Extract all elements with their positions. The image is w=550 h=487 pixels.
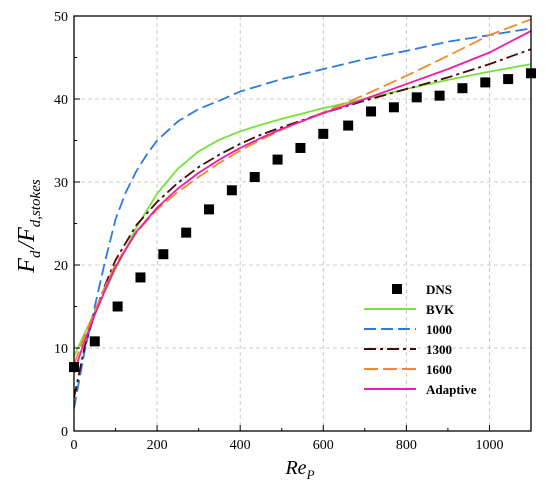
data-point-dns	[226, 185, 237, 196]
data-point-dns	[112, 301, 123, 312]
legend-item-1600: 1600	[364, 362, 452, 377]
legend-item-bvk: BVK	[364, 302, 455, 317]
data-point-dns	[411, 92, 422, 103]
legend-label: BVK	[426, 302, 455, 317]
y-axis-title-sub-2: d,stokes	[28, 179, 44, 227]
data-point-dns	[366, 106, 377, 117]
data-point-dns	[135, 272, 146, 283]
legend-item-dns: DNS	[392, 282, 452, 297]
legend-label: Adaptive	[426, 382, 477, 397]
x-axis-title-main: Re	[284, 457, 306, 479]
x-tick-label: 600	[313, 438, 334, 453]
legend: DNS BVK 1000 1300 1600 Adaptive	[364, 282, 477, 397]
y-axis-title-main-1: F	[14, 258, 40, 274]
x-tick-label: 0	[71, 438, 78, 453]
x-axis-title-sub: P	[306, 467, 315, 482]
y-tick-label: 20	[54, 259, 68, 274]
y-tick-label: 50	[54, 10, 68, 25]
data-point-dns	[343, 120, 354, 131]
data-point-dns	[318, 128, 329, 139]
x-axis-title: ReP	[284, 457, 314, 482]
legend-item-1000: 1000	[364, 322, 452, 337]
legend-swatch	[392, 284, 402, 294]
legend-label: 1300	[426, 342, 452, 357]
data-point-dns	[272, 154, 283, 165]
x-tick-label: 800	[396, 438, 417, 453]
legend-label: DNS	[426, 282, 452, 297]
series-line-adaptive	[74, 30, 531, 374]
y-tick-label: 10	[54, 342, 68, 357]
series-line-1000	[74, 27, 531, 409]
y-axis-title-main-2: F	[14, 227, 40, 243]
series-layer	[69, 18, 536, 409]
data-point-dns	[388, 102, 399, 113]
data-point-dns	[89, 336, 100, 347]
data-point-dns	[434, 90, 445, 101]
data-point-dns	[480, 77, 491, 88]
data-point-dns	[249, 172, 260, 183]
x-tick-label: 1000	[475, 438, 503, 453]
y-axis-title-sub-1: d	[28, 250, 44, 258]
y-axis-title: Fd/Fd,stokes	[14, 179, 44, 274]
data-point-dns	[295, 142, 306, 153]
ticks: 0 200 400 600 800 1000 0 10 20 30 40 50	[54, 10, 503, 453]
x-tick-label: 400	[230, 438, 251, 453]
legend-item-1300: 1300	[364, 342, 452, 357]
data-point-dns	[503, 74, 514, 85]
x-tick-label: 200	[147, 438, 168, 453]
legend-item-adaptive: Adaptive	[364, 382, 477, 397]
series-line-bvk	[74, 63, 531, 357]
data-point-dns	[158, 249, 169, 260]
grid	[74, 16, 531, 431]
legend-label: 1600	[426, 362, 452, 377]
y-tick-label: 40	[54, 93, 68, 108]
y-tick-label: 30	[54, 176, 68, 191]
legend-label: 1000	[426, 322, 452, 337]
data-point-dns	[457, 83, 468, 94]
data-point-dns	[181, 227, 192, 238]
data-point-dns	[204, 204, 215, 215]
y-tick-label: 0	[61, 425, 68, 440]
series-line-1600	[74, 18, 531, 365]
y-axis-title-slash: /	[14, 240, 40, 251]
